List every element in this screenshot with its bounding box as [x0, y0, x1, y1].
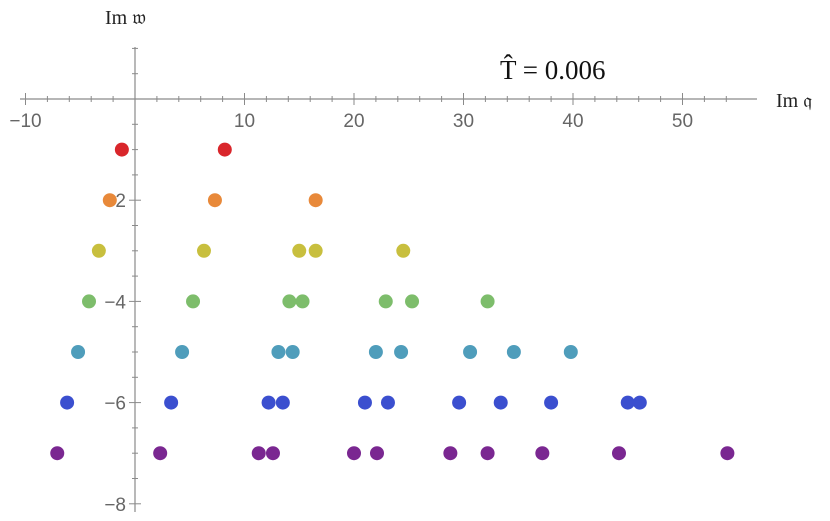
data-point: [114, 142, 129, 157]
data-point: [164, 395, 179, 410]
data-point: [265, 446, 280, 461]
y-axis-label: Im 𝔴: [105, 7, 146, 29]
data-point: [544, 395, 559, 410]
x-ticks: −10 10 20 30 40 50: [9, 93, 727, 132]
data-point: [620, 395, 635, 410]
data-point: [308, 193, 323, 208]
data-point: [463, 345, 478, 359]
data-point: [369, 446, 384, 461]
x-tick-label: 20: [343, 111, 364, 132]
data-points: [50, 142, 735, 461]
x-tick-label: 40: [562, 111, 583, 132]
data-point: [611, 446, 626, 461]
data-point: [493, 395, 508, 410]
data-point: [50, 446, 65, 461]
data-point: [396, 243, 411, 258]
data-point: [720, 446, 735, 461]
x-tick-label: −10: [9, 111, 41, 132]
data-point: [452, 395, 467, 410]
data-point: [368, 345, 383, 359]
x-tick-label: 30: [453, 111, 474, 132]
data-point: [153, 446, 168, 461]
data-point: [196, 243, 211, 258]
x-axis-label: Im 𝔮: [776, 90, 812, 112]
data-point: [251, 446, 266, 461]
axes: [20, 47, 757, 512]
data-point: [71, 345, 86, 359]
data-point: [102, 193, 117, 208]
data-point: [563, 345, 578, 359]
data-point: [175, 345, 190, 359]
data-point: [82, 294, 97, 309]
x-tick-label: 10: [234, 111, 255, 132]
data-point: [380, 395, 395, 410]
data-point: [295, 294, 310, 309]
data-point: [60, 395, 75, 410]
y-tick-label: −8: [104, 495, 126, 516]
y-tick-label: −6: [104, 394, 126, 415]
data-point: [405, 294, 420, 309]
x-tick-label: 50: [672, 111, 693, 132]
data-point: [480, 446, 495, 461]
data-point: [282, 294, 297, 309]
data-point: [207, 193, 222, 208]
data-point: [535, 446, 550, 461]
data-point: [480, 294, 495, 309]
data-point: [292, 243, 307, 258]
data-point: [308, 243, 323, 258]
data-point: [186, 294, 201, 309]
data-point: [394, 345, 409, 359]
data-point: [357, 395, 372, 410]
data-point: [378, 294, 393, 309]
data-point: [632, 395, 647, 410]
data-point: [217, 142, 232, 157]
data-point: [285, 345, 300, 359]
data-point: [261, 395, 276, 410]
data-point: [91, 243, 106, 258]
data-point: [506, 345, 521, 359]
y-tick-label: −4: [104, 292, 126, 313]
data-point: [443, 446, 458, 461]
temperature-annotation: T̂ = 0.006: [500, 55, 605, 85]
data-point: [271, 345, 286, 359]
data-point: [347, 446, 361, 461]
data-point: [275, 395, 290, 410]
